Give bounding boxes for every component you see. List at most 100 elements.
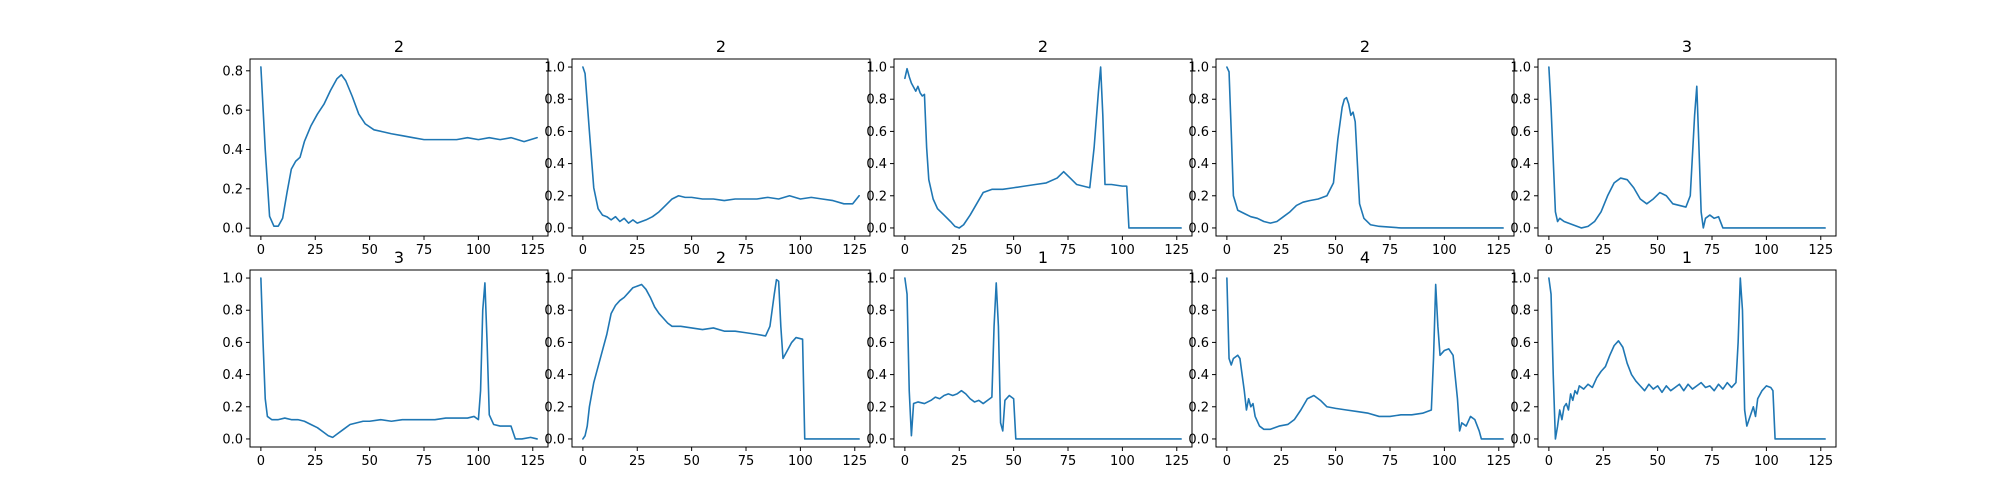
x-tick-label: 25	[1273, 243, 1290, 258]
y-tick-label: 0.8	[222, 64, 243, 79]
y-tick-label: 1.0	[544, 61, 565, 76]
subplot-3: 0 25 50 75 100 125 0.0 0.2 0.4 0.6 0.8 1.0 2	[866, 37, 1193, 258]
y-tick-label: 1.0	[1510, 61, 1531, 76]
x-tick-label: 25	[1595, 454, 1612, 469]
y-tick-label: 0.2	[1510, 189, 1531, 204]
x-tick-label: 125	[1486, 454, 1511, 469]
y-tick-label: 0.8	[222, 304, 243, 319]
x-tick-label: 75	[416, 454, 433, 469]
series-line	[260, 66, 538, 227]
subplot-7: 0 25 50 75 100 125 0.0 0.2 0.4 0.6 0.8 1.0 2	[544, 248, 871, 469]
series-line	[582, 278, 860, 440]
x-tick-label: 25	[951, 454, 968, 469]
y-tick-label: 0.2	[866, 189, 887, 204]
x-tick-label: 75	[1704, 454, 1721, 469]
x-tick-label: 100	[1754, 243, 1779, 258]
x-tick-label: 0	[579, 243, 587, 258]
y-tick-label: 0.2	[544, 189, 565, 204]
y-tick-label: 0.0	[544, 221, 565, 236]
y-tick-label: 0.0	[1188, 432, 1209, 447]
x-tick-label: 100	[1432, 243, 1457, 258]
y-tick-label: 0.8	[1188, 93, 1209, 108]
y-tick-label: 0.8	[866, 93, 887, 108]
x-tick-label: 125	[1164, 454, 1189, 469]
x-tick-label: 125	[1164, 243, 1189, 258]
y-tick-label: 0.6	[222, 104, 243, 119]
y-tick-label: 0.2	[1510, 400, 1531, 415]
x-tick-label: 50	[1649, 454, 1666, 469]
y-tick-label: 0.8	[1510, 304, 1531, 319]
x-tick-label: 0	[901, 243, 909, 258]
axes-frame	[1537, 58, 1837, 237]
y-tick-label: 0.4	[222, 143, 243, 158]
y-tick-label: 0.0	[1188, 221, 1209, 236]
x-tick-label: 25	[307, 243, 324, 258]
y-tick-label: 1.0	[222, 272, 243, 287]
axes-frame	[249, 58, 549, 237]
y-tick-label: 0.2	[222, 182, 243, 197]
x-tick-label: 100	[1110, 454, 1135, 469]
y-tick-label: 0.8	[866, 304, 887, 319]
subplot-4: 0 25 50 75 100 125 0.0 0.2 0.4 0.6 0.8 1.0 2	[1188, 37, 1515, 258]
subplot-2: 0 25 50 75 100 125 0.0 0.2 0.4 0.6 0.8 1.0 2	[544, 37, 871, 258]
y-tick-label: 0.0	[1510, 221, 1531, 236]
x-tick-label: 0	[1545, 243, 1553, 258]
axes-frame	[1215, 58, 1515, 237]
y-tick-label: 0.8	[1188, 304, 1209, 319]
series-line	[1548, 66, 1826, 229]
y-tick-label: 0.4	[1188, 157, 1209, 172]
series-line	[1226, 277, 1504, 440]
subplot-title: 2	[716, 248, 726, 267]
y-tick-label: 0.8	[1510, 93, 1531, 108]
x-tick-label: 75	[1704, 243, 1721, 258]
x-tick-label: 100	[466, 454, 491, 469]
axes-frame	[1215, 269, 1515, 448]
x-tick-label: 25	[629, 454, 646, 469]
y-tick-label: 0.2	[1188, 189, 1209, 204]
x-tick-label: 100	[788, 243, 813, 258]
subplot-title: 3	[394, 248, 404, 267]
x-tick-label: 75	[1060, 454, 1077, 469]
y-tick-label: 1.0	[544, 272, 565, 287]
series-line	[1226, 66, 1504, 229]
subplot-title: 2	[716, 37, 726, 56]
subplot-1: 0 25 50 75 100 125 0.0 0.2 0.4 0.6 0.8 2	[222, 37, 549, 258]
y-tick-label: 1.0	[866, 61, 887, 76]
x-tick-label: 125	[1808, 243, 1833, 258]
x-tick-label: 25	[951, 243, 968, 258]
x-tick-label: 75	[1382, 454, 1399, 469]
subplot-title: 4	[1360, 248, 1370, 267]
x-tick-label: 0	[257, 454, 265, 469]
x-tick-label: 100	[788, 454, 813, 469]
y-tick-label: 0.6	[866, 336, 887, 351]
axes-frame	[893, 269, 1193, 448]
y-tick-label: 0.6	[544, 336, 565, 351]
axes-frame	[893, 58, 1193, 237]
axes-frame	[1537, 269, 1837, 448]
subplot-9: 0 25 50 75 100 125 0.0 0.2 0.4 0.6 0.8 1.0 4	[1188, 248, 1515, 469]
y-tick-label: 0.4	[222, 368, 243, 383]
x-tick-label: 125	[520, 454, 545, 469]
y-tick-label: 0.4	[1188, 368, 1209, 383]
x-tick-label: 50	[1327, 454, 1344, 469]
x-tick-label: 50	[1327, 243, 1344, 258]
series-line	[582, 66, 860, 224]
y-tick-label: 0.4	[544, 368, 565, 383]
x-tick-label: 50	[361, 243, 378, 258]
y-tick-label: 0.0	[866, 221, 887, 236]
subplot-10: 0 25 50 75 100 125 0.0 0.2 0.4 0.6 0.8 1.0 1	[1510, 248, 1837, 469]
x-tick-label: 50	[683, 243, 700, 258]
y-tick-label: 0.0	[222, 432, 243, 447]
x-tick-label: 125	[520, 243, 545, 258]
y-tick-label: 0.6	[866, 125, 887, 140]
x-tick-label: 0	[579, 454, 587, 469]
x-tick-label: 75	[1060, 243, 1077, 258]
x-tick-label: 100	[466, 243, 491, 258]
x-tick-label: 75	[738, 243, 755, 258]
series-line	[904, 66, 1182, 229]
y-tick-label: 0.6	[1510, 336, 1531, 351]
y-tick-label: 0.4	[544, 157, 565, 172]
y-tick-label: 0.2	[222, 400, 243, 415]
x-tick-label: 50	[1005, 243, 1022, 258]
